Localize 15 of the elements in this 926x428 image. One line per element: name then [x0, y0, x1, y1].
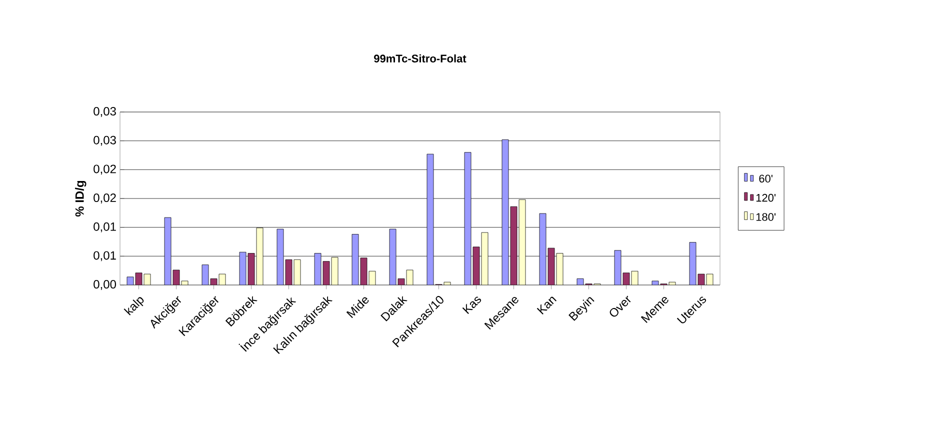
- y-tick-label: 0,02: [94, 194, 116, 204]
- y-tick-label: 0,00: [94, 280, 116, 290]
- legend-label: 180': [756, 213, 776, 221]
- legend-label: 120': [756, 194, 776, 202]
- y-tick-label: 0,03: [94, 107, 116, 117]
- x-tick-label: Kan: [536, 296, 557, 314]
- y-tick-label: 0,01: [94, 251, 116, 262]
- legend-label: 60': [759, 174, 772, 183]
- y-tick-label: 0,01: [94, 222, 116, 232]
- y-axis-title: % ID/g: [75, 180, 86, 217]
- x-tick-label: Kas: [462, 296, 482, 314]
- y-tick-label: 0,02: [94, 164, 116, 175]
- y-tick-label: 0,03: [94, 136, 116, 146]
- chart-title: 99mTc-Sitro-Folat: [374, 54, 466, 62]
- x-tick-label: kalp: [124, 297, 144, 316]
